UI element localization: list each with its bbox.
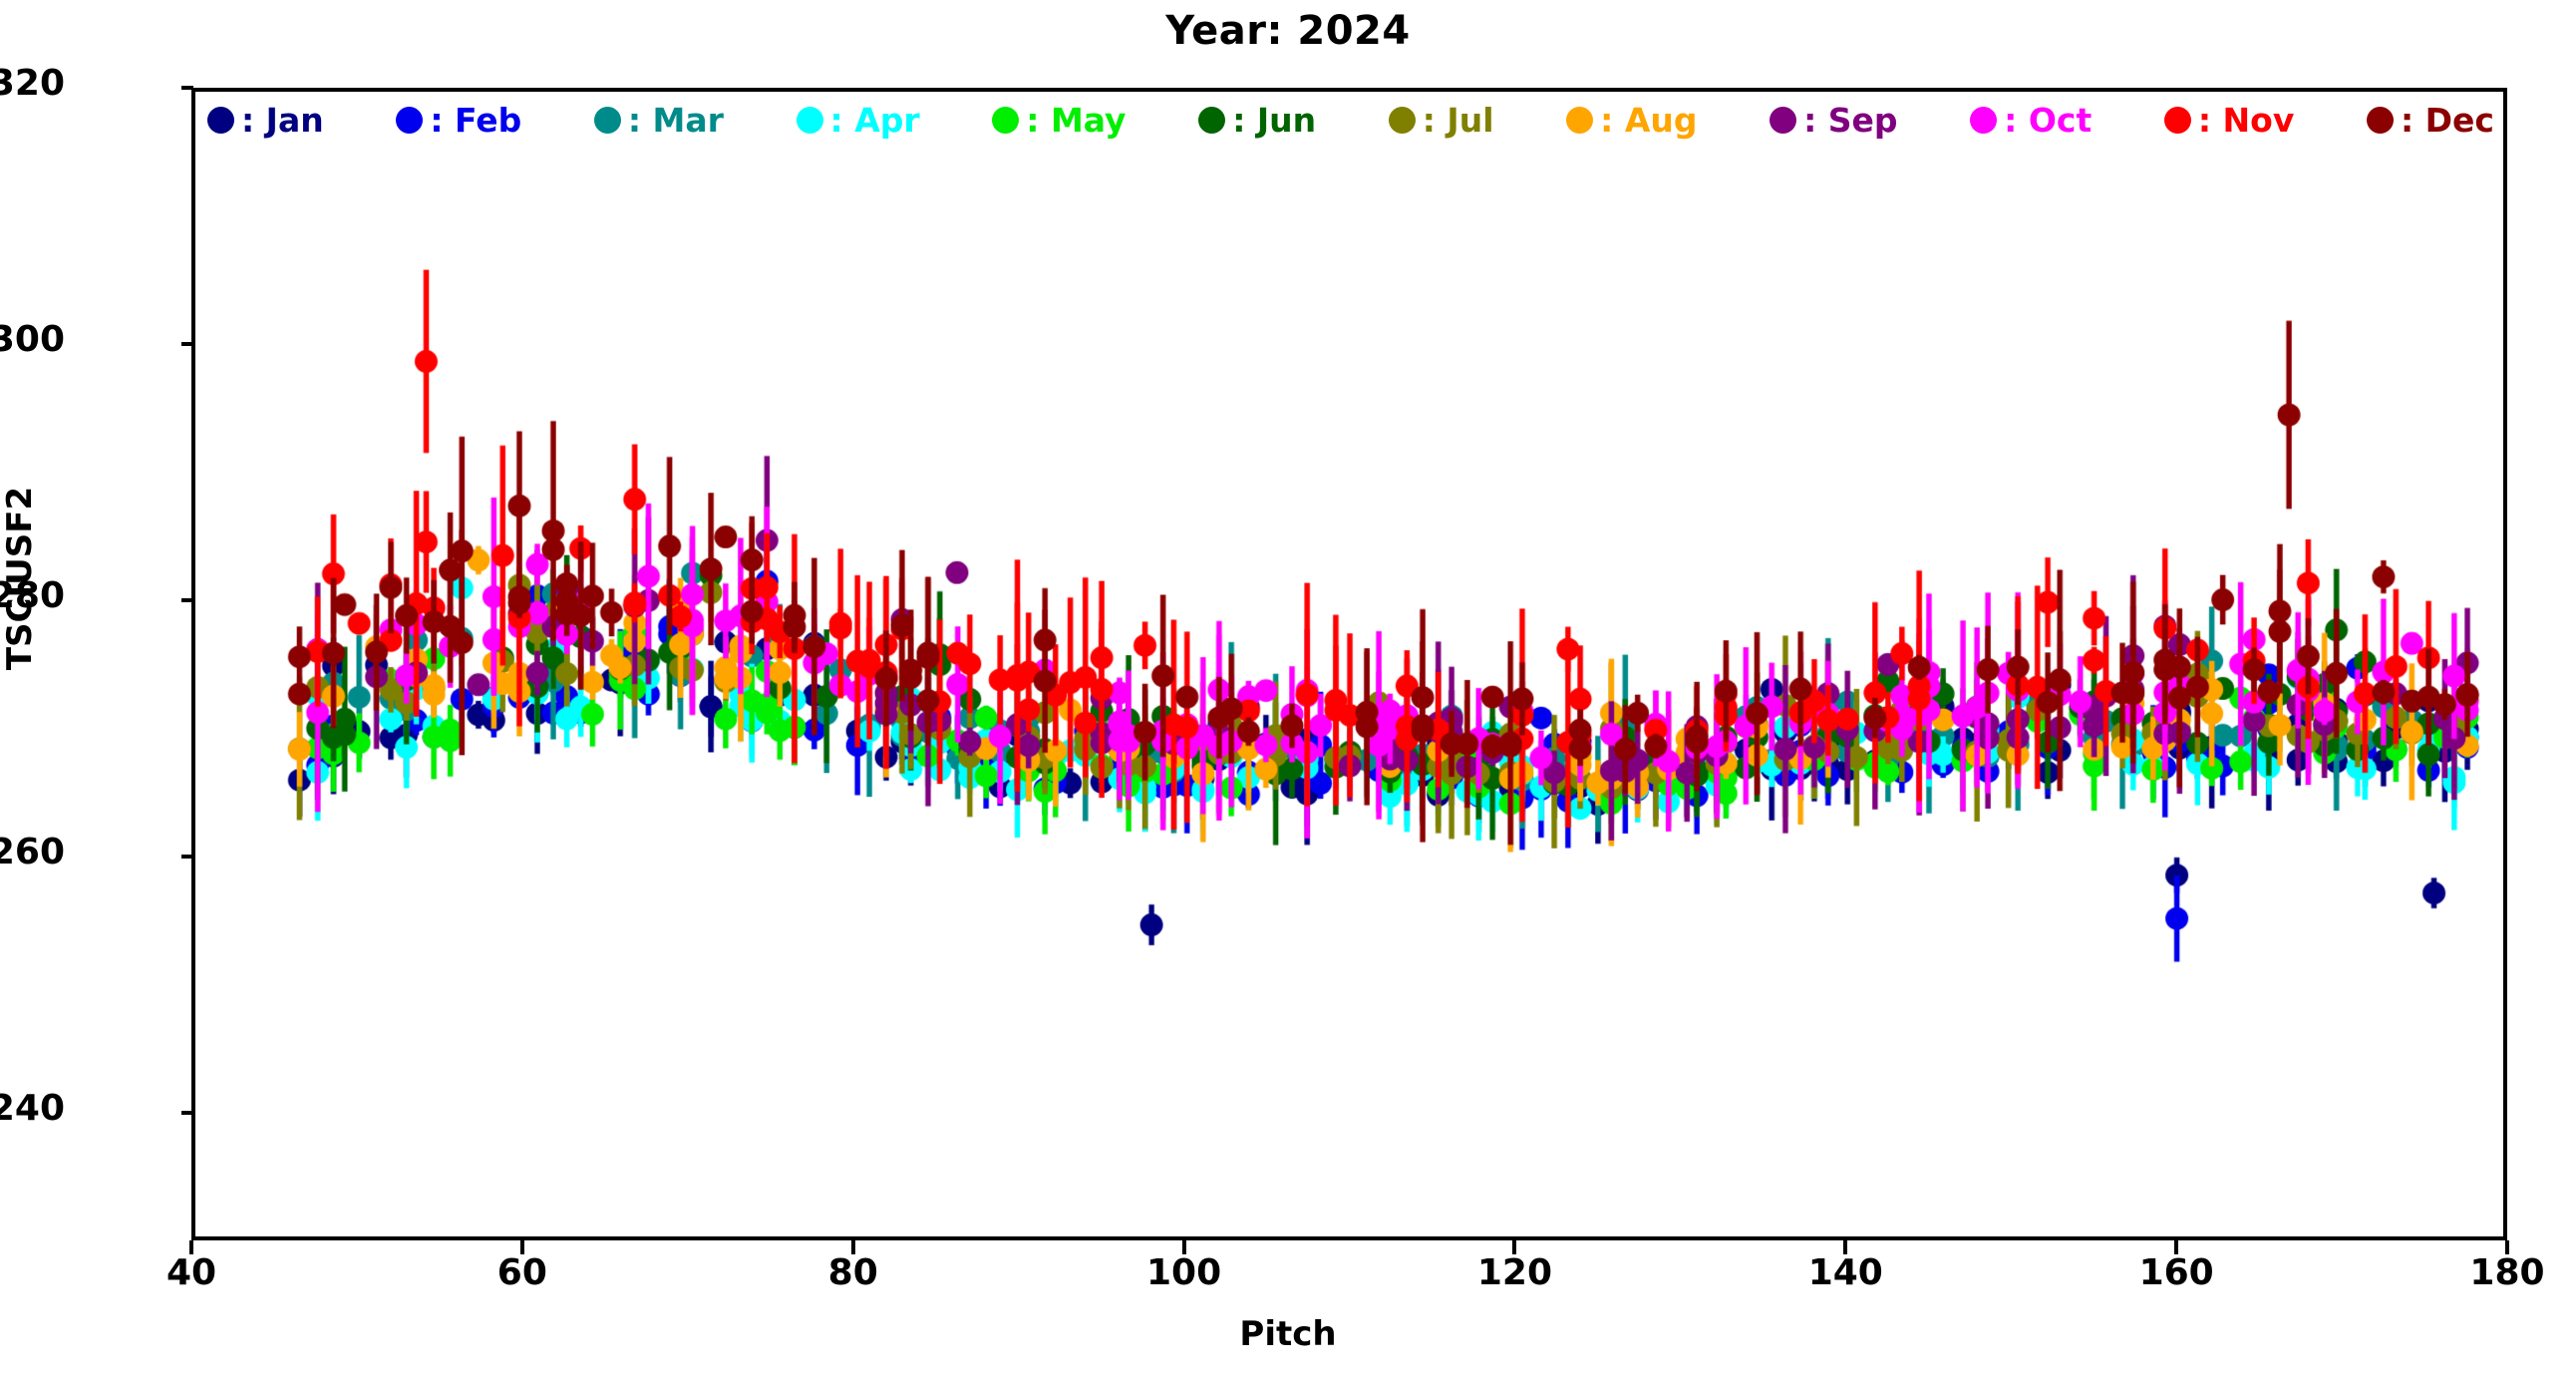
y-tick-label: 240 xyxy=(0,1087,65,1129)
legend-item-sep[interactable]: : Sep xyxy=(1770,100,1898,140)
y-tick-label: 320 xyxy=(0,63,65,104)
x-tick-label: 40 xyxy=(165,1252,217,1293)
y-tick-mark xyxy=(181,1110,193,1115)
x-tick-mark xyxy=(189,1240,193,1254)
x-axis-label: Pitch xyxy=(1239,1314,1337,1354)
x-tick-label: 100 xyxy=(1145,1252,1222,1293)
legend-marker-icon xyxy=(2366,106,2394,134)
x-tick-label: 160 xyxy=(2138,1252,2214,1293)
legend-item-apr[interactable]: : Apr xyxy=(796,100,920,140)
legend-item-oct[interactable]: : Oct xyxy=(1970,104,2092,137)
x-tick-label: 60 xyxy=(496,1252,547,1293)
x-tick-label: 120 xyxy=(1476,1252,1552,1293)
chart-title: Year: 2024 xyxy=(1165,8,1411,54)
x-tick-mark xyxy=(1512,1240,1517,1254)
x-tick-label: 80 xyxy=(827,1252,878,1293)
x-tick-label: 140 xyxy=(1807,1252,1883,1293)
x-tick-mark xyxy=(519,1240,524,1254)
legend-item-label: : Apr xyxy=(829,100,920,140)
scatter-errorbar-canvas xyxy=(195,92,2503,1236)
x-tick-mark xyxy=(1843,1240,1848,1254)
legend-marker-icon xyxy=(1970,106,1998,134)
y-tick-label: 300 xyxy=(0,318,65,360)
legend-item-jan[interactable]: : Jan xyxy=(207,104,324,137)
y-tick-mark xyxy=(181,86,193,90)
x-tick-label: 180 xyxy=(2469,1252,2545,1293)
legend-item-label: : Dec xyxy=(2400,100,2494,140)
legend-item-label: : Sep xyxy=(1803,100,1898,140)
plot-area xyxy=(191,88,2507,1240)
x-tick-mark xyxy=(2174,1240,2179,1254)
legend-marker-icon xyxy=(593,106,621,134)
legend-item-jul[interactable]: : Jul xyxy=(1388,100,1494,140)
legend-marker-icon xyxy=(396,106,424,134)
x-tick-mark xyxy=(1181,1240,1186,1254)
legend-item-label: : Jan xyxy=(241,100,324,140)
legend-item-aug[interactable]: : Aug xyxy=(1566,104,1697,137)
legend-item-label: : Jun xyxy=(1232,100,1317,140)
legend-marker-icon xyxy=(1198,106,1226,134)
legend-item-label: : Jul xyxy=(1422,100,1494,140)
y-tick-mark xyxy=(181,854,193,859)
y-tick-label: 260 xyxy=(0,831,65,872)
legend-item-dec[interactable]: : Dec xyxy=(2366,100,2494,140)
y-tick-mark xyxy=(181,597,193,602)
legend-marker-icon xyxy=(207,106,234,134)
legend-item-nov[interactable]: : Nov xyxy=(2163,100,2295,140)
legend-marker-icon xyxy=(1566,106,1594,134)
legend-item-label: : May xyxy=(1026,100,1127,140)
x-tick-mark xyxy=(850,1240,855,1254)
legend-marker-icon xyxy=(796,106,823,134)
legend-item-jun[interactable]: : Jun xyxy=(1198,104,1316,137)
y-tick-mark xyxy=(181,341,193,346)
legend-item-may[interactable]: : May xyxy=(992,100,1127,140)
legend-item-label: : Aug xyxy=(1600,100,1698,140)
y-tick-label: 280 xyxy=(0,574,65,616)
legend-item-label: : Mar xyxy=(627,100,724,140)
legend: : Jan : Feb : Mar : Apr : May : Jun : Jul : Aug… xyxy=(199,92,2502,148)
legend-item-mar[interactable]: : Mar xyxy=(593,100,724,140)
legend-item-label: : Nov xyxy=(2197,100,2295,140)
legend-marker-icon xyxy=(2163,106,2191,134)
legend-item-label: : Feb xyxy=(430,100,522,140)
x-tick-mark xyxy=(2505,1240,2509,1254)
legend-marker-icon xyxy=(1770,106,1797,134)
legend-item-feb[interactable]: : Feb xyxy=(396,104,521,137)
legend-item-label: : Oct xyxy=(2004,100,2093,140)
legend-marker-icon xyxy=(1388,106,1416,134)
legend-marker-icon xyxy=(992,106,1020,134)
